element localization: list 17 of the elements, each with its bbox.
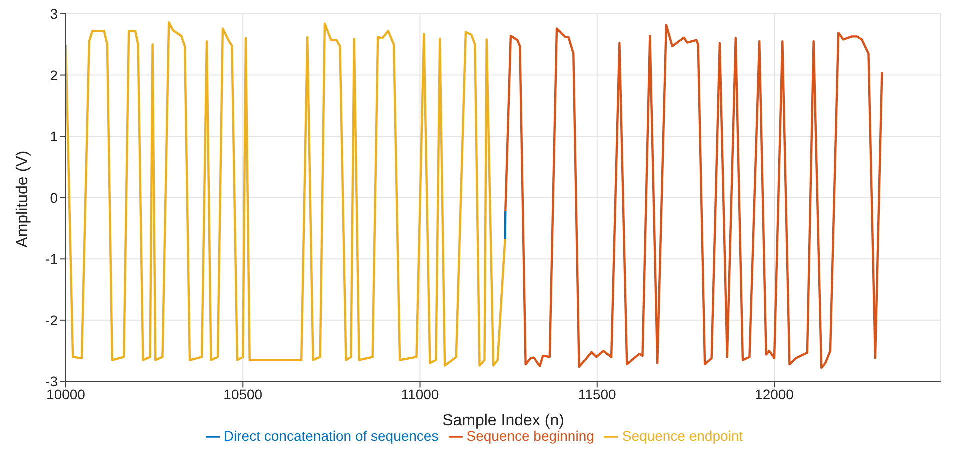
x-axis-title: Sample Index (n): [442, 412, 564, 430]
y-tick-label: 2: [50, 67, 58, 84]
legend-label: Direct concatenation of sequences: [224, 428, 439, 444]
y-tick-label: 3: [50, 6, 58, 22]
x-tick-label: 10500: [224, 386, 263, 403]
x-tick-label: 11500: [578, 386, 617, 403]
x-tick-label: 11000: [401, 386, 440, 403]
legend-label: Sequence beginning: [466, 428, 594, 444]
y-tick-label: -1: [46, 251, 58, 268]
line-series: [504, 24, 884, 370]
x-tick-label: 12000: [755, 386, 794, 403]
legend-label: Sequence endpoint: [622, 428, 744, 444]
y-tick-label: 1: [50, 128, 58, 145]
y-tick-label: -2: [46, 312, 58, 328]
line-series: [66, 21, 506, 367]
y-axis-title: Amplitude (V): [14, 150, 32, 248]
y-tick-label: 0: [50, 190, 58, 206]
